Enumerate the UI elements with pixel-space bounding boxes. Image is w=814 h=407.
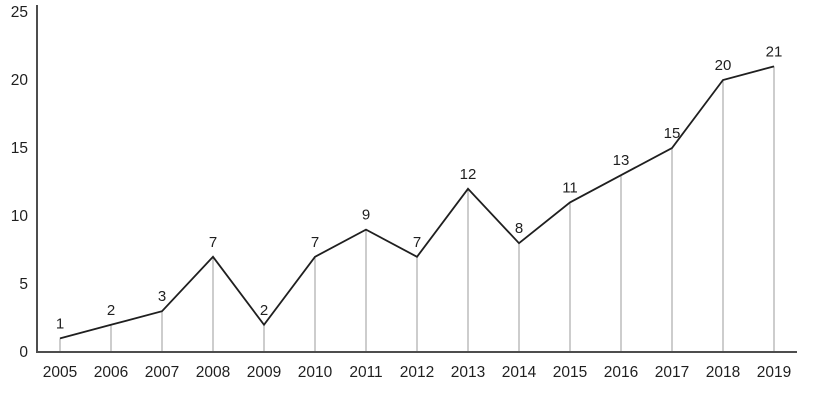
data-label: 1 <box>56 315 64 332</box>
data-label: 3 <box>158 288 166 305</box>
x-tick-label: 2016 <box>604 364 638 381</box>
y-tick-label: 10 <box>11 208 29 225</box>
data-label: 20 <box>715 57 732 74</box>
x-tick-label: 2011 <box>349 364 382 381</box>
data-label: 21 <box>766 43 783 60</box>
data-label: 13 <box>613 152 630 169</box>
x-tick-label: 2017 <box>655 364 689 381</box>
y-tick-label: 5 <box>19 276 28 293</box>
data-label: 9 <box>362 207 370 224</box>
y-tick-label: 20 <box>11 72 29 89</box>
x-tick-label: 2010 <box>298 364 333 381</box>
x-tick-label: 2014 <box>502 364 537 381</box>
data-label: 12 <box>460 166 477 183</box>
data-label: 7 <box>311 234 319 251</box>
x-tick-label: 2013 <box>451 364 485 381</box>
y-tick-label: 15 <box>11 140 28 157</box>
y-tick-label: 0 <box>19 344 28 361</box>
data-label: 8 <box>515 220 523 237</box>
data-label: 7 <box>413 234 421 251</box>
data-label: 2 <box>260 302 268 319</box>
x-tick-label: 2005 <box>43 364 77 381</box>
x-tick-label: 2008 <box>196 364 230 381</box>
y-tick-label: 25 <box>11 4 28 21</box>
x-tick-label: 2009 <box>247 364 281 381</box>
x-tick-label: 2018 <box>706 364 740 381</box>
data-label: 7 <box>209 234 217 251</box>
data-label: 11 <box>562 179 578 196</box>
x-tick-label: 2012 <box>400 364 434 381</box>
x-tick-label: 2007 <box>145 364 179 381</box>
data-label: 2 <box>107 302 115 319</box>
data-label: 15 <box>664 125 681 142</box>
x-tick-label: 2006 <box>94 364 128 381</box>
x-tick-label: 2019 <box>757 364 791 381</box>
x-tick-label: 2015 <box>553 364 587 381</box>
series-line <box>59 65 775 340</box>
